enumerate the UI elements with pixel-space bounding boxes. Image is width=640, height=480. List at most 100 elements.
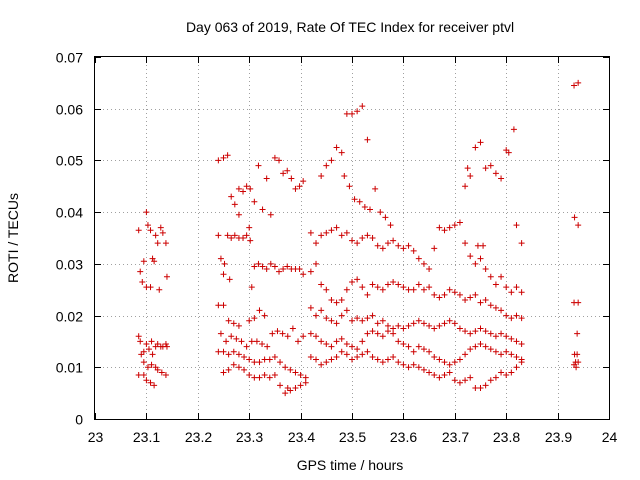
data-point (384, 356, 391, 363)
data-point (575, 79, 582, 86)
data-point (271, 353, 278, 360)
data-point (482, 328, 489, 335)
data-point (415, 255, 422, 262)
data-point (318, 361, 325, 368)
data-point (328, 227, 335, 234)
data-point (503, 147, 510, 154)
data-point (405, 322, 412, 329)
data-point (323, 229, 330, 236)
y-tick-label: 0.07 (56, 50, 83, 66)
data-point (364, 330, 371, 337)
data-point (163, 343, 170, 350)
data-point (267, 211, 274, 218)
data-point (220, 302, 227, 309)
data-point (243, 183, 250, 190)
data-point (441, 372, 448, 379)
data-point (235, 185, 242, 192)
data-point (390, 237, 397, 244)
data-point (400, 325, 407, 332)
data-point (271, 154, 278, 161)
data-point (346, 183, 353, 190)
data-point (456, 291, 463, 298)
data-point (300, 271, 307, 278)
data-point (292, 384, 299, 391)
data-point (359, 338, 366, 345)
data-point (431, 353, 438, 360)
data-point (154, 240, 161, 247)
data-point (323, 359, 330, 366)
data-point (144, 364, 151, 371)
data-point (431, 325, 438, 332)
data-point (220, 271, 227, 278)
data-point (228, 193, 235, 200)
x-tick-label: 23.8 (493, 429, 520, 445)
data-point (482, 297, 489, 304)
data-point (405, 242, 412, 249)
y-tick-label: 0.06 (56, 102, 83, 118)
data-point (572, 359, 579, 366)
x-tick-label: 23.6 (390, 429, 417, 445)
data-point (289, 325, 296, 332)
data-point (297, 372, 304, 379)
data-point (343, 307, 350, 314)
data-point (225, 366, 232, 373)
data-point (492, 304, 499, 311)
data-point (477, 299, 484, 306)
data-point (369, 235, 376, 241)
data-point (276, 157, 283, 164)
data-point (374, 284, 381, 291)
data-point (313, 260, 320, 267)
data-point (456, 356, 463, 363)
data-point (256, 359, 263, 366)
data-point (313, 356, 320, 363)
data-point (446, 361, 453, 368)
data-point (420, 346, 427, 353)
data-point (235, 211, 242, 218)
data-point (405, 286, 412, 293)
data-point (573, 364, 580, 371)
data-point (415, 317, 422, 324)
data-point (151, 258, 158, 265)
data-point (147, 379, 154, 386)
data-point (410, 348, 417, 355)
data-point (224, 152, 231, 159)
data-point (297, 382, 304, 389)
data-point (503, 333, 510, 340)
data-point (374, 356, 381, 363)
data-point (279, 330, 286, 337)
data-point (246, 224, 253, 231)
data-point (269, 330, 276, 337)
data-point (518, 341, 525, 348)
data-point (302, 379, 309, 386)
data-point (296, 266, 303, 273)
data-point (395, 242, 402, 249)
data-point (263, 175, 270, 182)
data-point (328, 343, 335, 350)
data-point (384, 281, 391, 288)
data-point (451, 320, 458, 327)
data-point (467, 172, 474, 179)
x-tick-label: 24 (602, 429, 618, 445)
data-point (338, 149, 345, 156)
data-point (451, 289, 458, 296)
data-point (400, 361, 407, 368)
data-point (426, 266, 433, 273)
data-point (256, 307, 263, 314)
data-point (369, 353, 376, 360)
data-point (217, 255, 224, 262)
data-point (313, 240, 320, 247)
data-point (287, 387, 294, 394)
data-point (302, 374, 309, 381)
data-point (379, 245, 386, 252)
data-point (456, 379, 463, 386)
data-point (140, 258, 147, 265)
data-point (255, 260, 262, 267)
data-point (451, 359, 458, 366)
data-point (487, 162, 494, 169)
data-point (243, 343, 250, 350)
data-point (513, 364, 520, 371)
data-point (477, 384, 484, 391)
data-point (230, 320, 237, 327)
data-point (328, 297, 335, 304)
data-point (467, 346, 474, 353)
